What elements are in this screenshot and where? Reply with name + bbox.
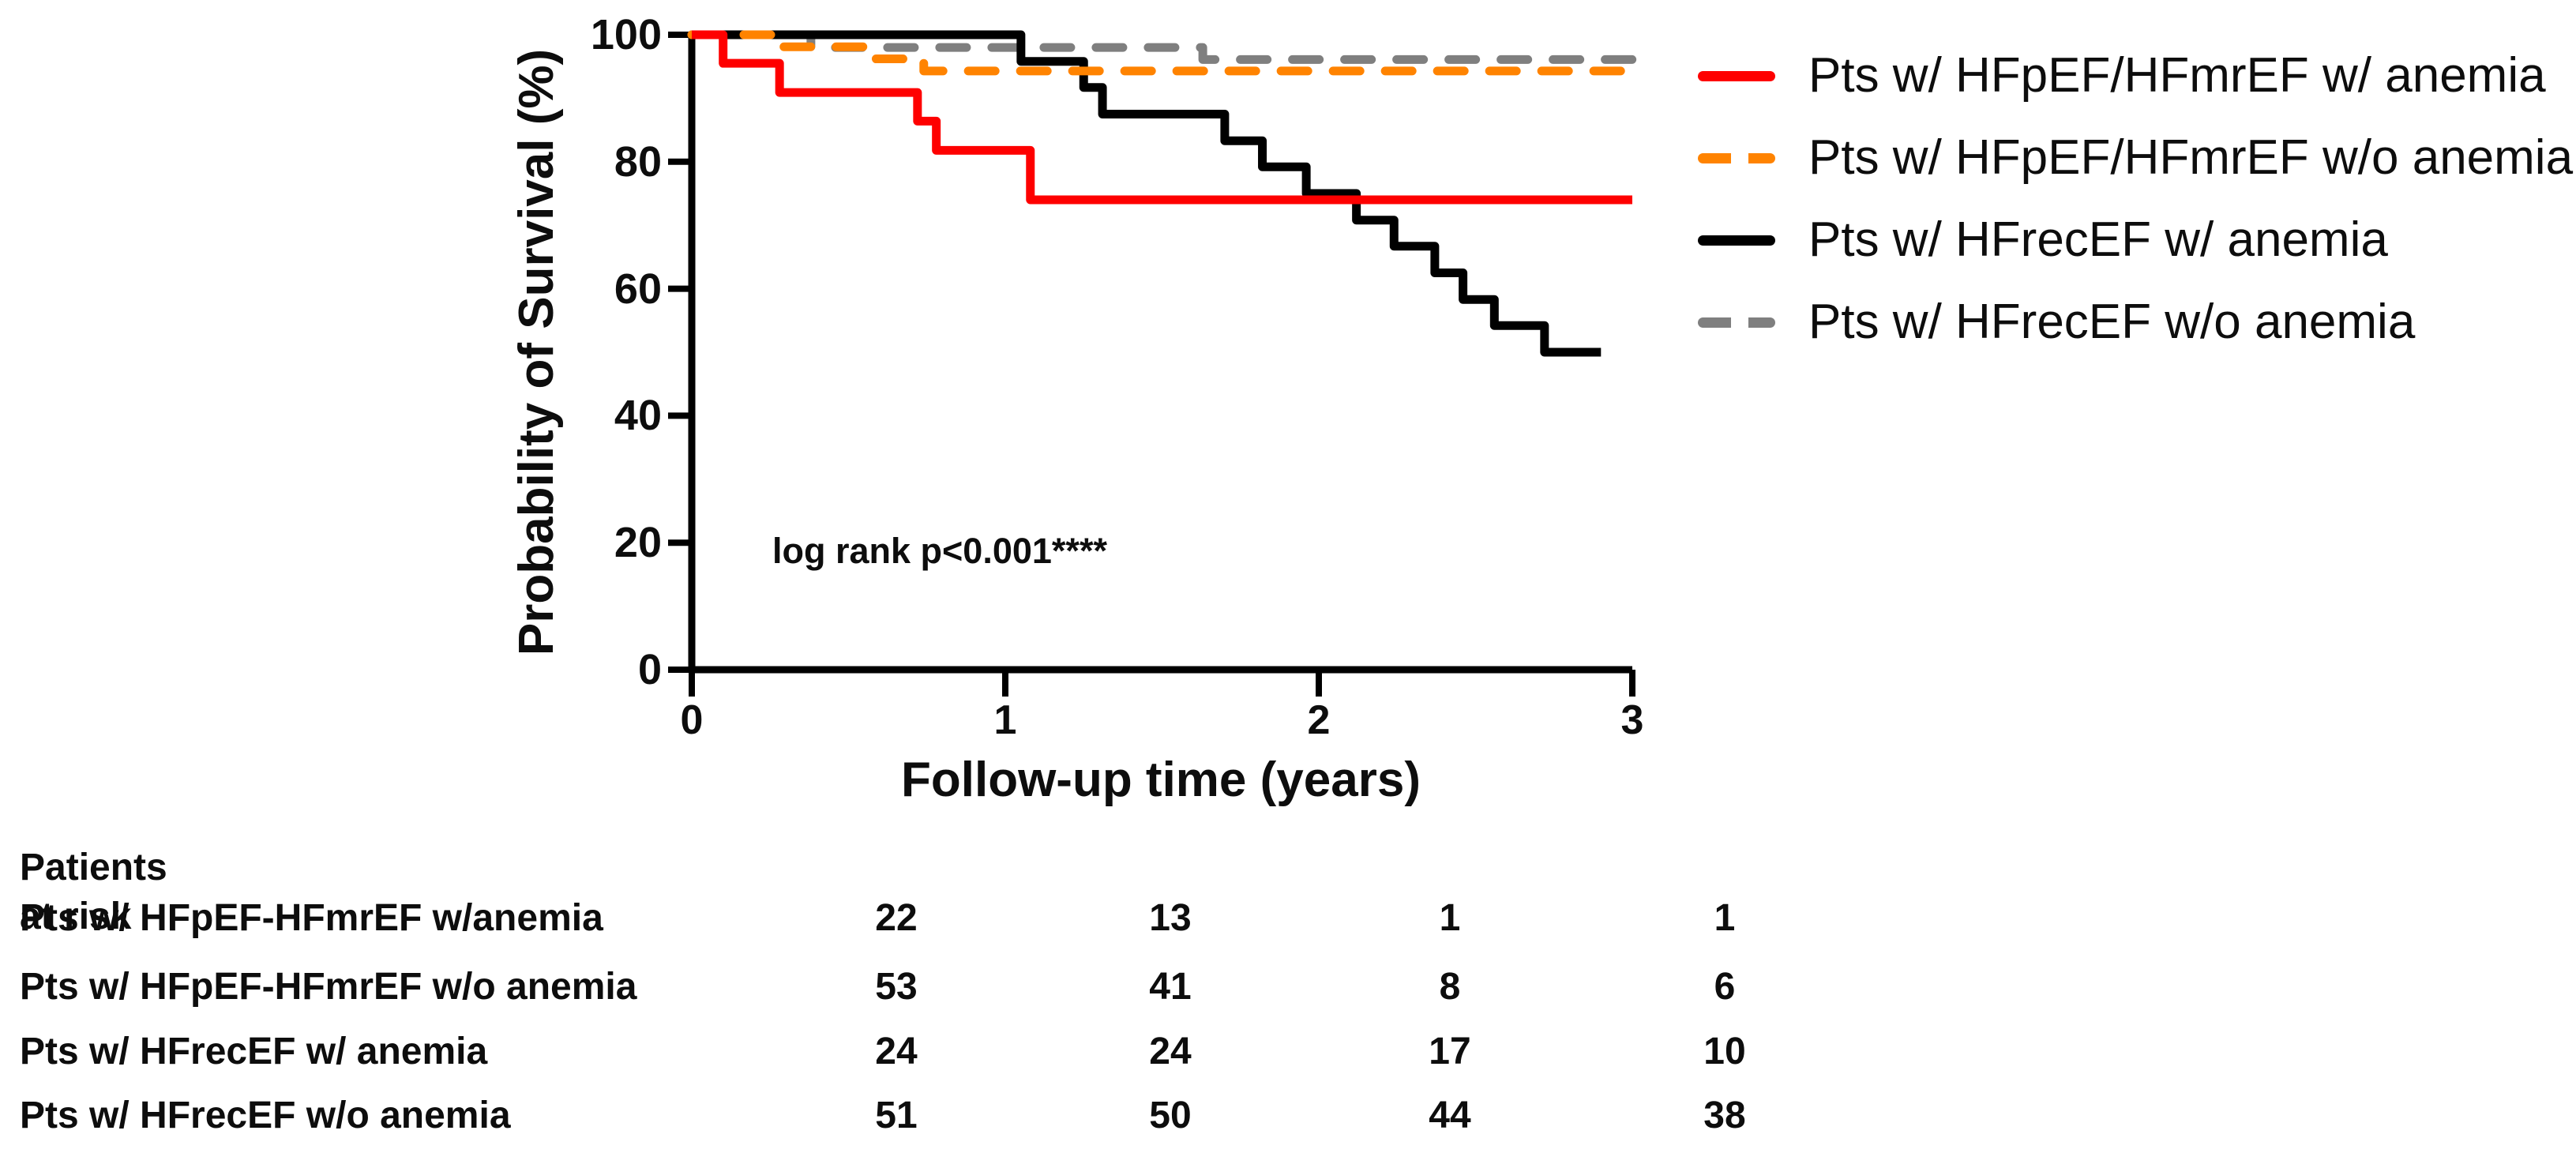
legend-item-label: Pts w/ HFpEF/HFmrEF w/ anemia bbox=[1808, 48, 2546, 103]
y-tick-label-20: 20 bbox=[614, 519, 662, 566]
legend-swatch-orange-dashed-icon bbox=[1698, 153, 1775, 163]
risk-count: 38 bbox=[1703, 1095, 1746, 1136]
risk-row-label: Pts w/ HFrecEF w/ anemia bbox=[20, 1031, 488, 1072]
y-tick-label-80: 80 bbox=[614, 138, 662, 186]
risk-count: 44 bbox=[1429, 1095, 1471, 1136]
risk-count: 1 bbox=[1439, 897, 1461, 939]
x-axis-title: Follow-up time (years) bbox=[901, 753, 1421, 807]
risk-count: 13 bbox=[1149, 897, 1192, 939]
x-tick-label-3: 3 bbox=[1620, 697, 1644, 743]
risk-count: 1 bbox=[1714, 897, 1736, 939]
x-tick-label-2: 2 bbox=[1307, 697, 1331, 743]
y-tick-label-40: 40 bbox=[614, 392, 662, 439]
legend-item-label: Pts w/ HFrecEF w/ anemia bbox=[1808, 212, 2388, 267]
risk-count: 51 bbox=[875, 1095, 918, 1136]
risk-count: 17 bbox=[1429, 1031, 1471, 1072]
risk-row-label: Pts w/ HFrecEF w/o anemia bbox=[20, 1095, 511, 1136]
legend-item-label: Pts w/ HFpEF/HFmrEF w/o anemia bbox=[1808, 130, 2574, 185]
risk-table-title: Patients at risk bbox=[20, 847, 167, 937]
log-rank-p-value-annotation: log rank p<0.001**** bbox=[772, 531, 1107, 571]
legend-item-label: Pts w/ HFrecEF w/o anemia bbox=[1808, 295, 2416, 349]
risk-count: 22 bbox=[875, 897, 918, 939]
legend-swatch-red-solid-icon bbox=[1698, 71, 1775, 81]
x-tick-label-1: 1 bbox=[993, 697, 1017, 743]
risk-count: 53 bbox=[875, 966, 918, 1008]
risk-count: 6 bbox=[1714, 966, 1736, 1008]
risk-count: 24 bbox=[1149, 1031, 1192, 1072]
x-tick-label-0: 0 bbox=[680, 697, 704, 743]
risk-row-label: Pts w/ HFpEF-HFmrEF w/o anemia bbox=[20, 966, 637, 1008]
risk-count: 50 bbox=[1149, 1095, 1192, 1136]
y-axis-title: Probability of Survival (%) bbox=[509, 48, 564, 656]
legend-swatch-gray-dashed-icon bbox=[1698, 317, 1775, 328]
y-tick-label-0: 0 bbox=[637, 646, 662, 693]
legend-swatch-black-solid-icon bbox=[1698, 235, 1775, 246]
y-tick-label-100: 100 bbox=[590, 11, 662, 58]
risk-count: 41 bbox=[1149, 966, 1192, 1008]
y-tick-label-60: 60 bbox=[614, 265, 662, 313]
risk-count: 24 bbox=[875, 1031, 918, 1072]
risk-row-label: Pts w/ HFpEF-HFmrEF w/anemia bbox=[20, 897, 603, 939]
risk-count: 8 bbox=[1439, 966, 1461, 1008]
risk-count: 10 bbox=[1703, 1031, 1746, 1072]
